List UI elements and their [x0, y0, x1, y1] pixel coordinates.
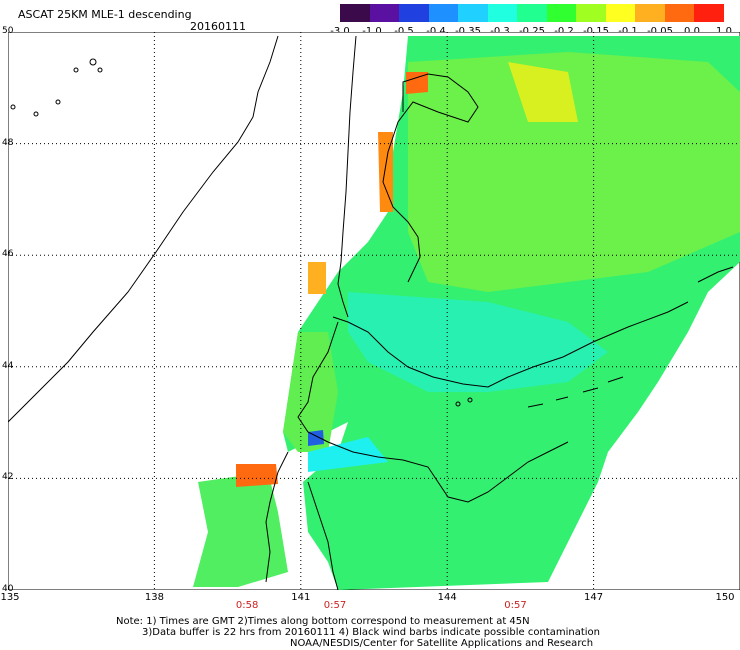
product-date: 20160111 [190, 20, 246, 33]
longitude-label: 144 [437, 592, 457, 603]
color-scale-swatch [340, 4, 370, 22]
color-scale-swatch [664, 4, 695, 22]
color-scale-swatch [399, 4, 429, 22]
product-title: ASCAT 25KM MLE-1 descending [18, 8, 192, 21]
color-scale-swatch [458, 4, 488, 22]
lat-lon-grid [8, 32, 740, 590]
color-scale-swatch [487, 4, 518, 22]
latitude-label: 48 [2, 137, 14, 148]
swath-orange-west [308, 262, 326, 294]
swath-north [408, 52, 740, 292]
swath-orange-patch-north [406, 72, 428, 94]
color-scale-swatch [635, 4, 665, 22]
color-scale-swatch [369, 4, 400, 22]
latitude-label: 50 [2, 26, 14, 36]
pass-time-label: 0:57 [323, 600, 347, 611]
color-scale-swatch [576, 4, 606, 22]
swath-orange-strip [378, 132, 393, 212]
color-scale-swatch [605, 4, 636, 22]
longitude-label: 141 [291, 592, 311, 603]
swath-cyan-patch [308, 437, 388, 472]
sakhalin-west-coast [337, 35, 357, 318]
kuril-islands [527, 266, 734, 408]
swath-blue-patch [308, 430, 324, 446]
pass-time-label: 0:57 [504, 600, 527, 611]
color-scale-swatch [428, 4, 459, 22]
latitude-label: 44 [2, 360, 14, 371]
honshu-coast [265, 451, 339, 590]
color-scale-swatch [517, 4, 547, 22]
coastlines [8, 35, 734, 590]
sakhalin-east-coast [382, 73, 479, 283]
longitude-label: 138 [144, 592, 164, 603]
longitude-label: 147 [584, 592, 604, 603]
small-islands [10, 58, 473, 407]
color-scale-swatch [694, 4, 724, 22]
color-scale-swatch [546, 4, 577, 22]
swath-yellow-north [508, 62, 578, 122]
pass-time-label: 0:58 [235, 600, 259, 611]
hokkaido-coast [297, 301, 689, 503]
latitude-label: 46 [2, 249, 14, 260]
asia-coastline [8, 35, 279, 423]
swath-map [8, 32, 740, 590]
note-line-2: 3)Data buffer is 22 hrs from 20160111 4)… [142, 627, 600, 638]
swath-orange-patch-south [236, 464, 278, 487]
longitude-label: 150 [715, 592, 735, 603]
note-line-3: NOAA/NESDIS/Center for Satellite Applica… [290, 638, 594, 649]
note-line-1: Note: 1) Times are GMT 2)Times along bot… [116, 616, 530, 627]
latitude-label: 40 [2, 584, 14, 594]
latitude-label: 42 [2, 472, 14, 483]
swath-southwest [193, 472, 288, 587]
longitude-label: 135 [0, 592, 20, 603]
color-scale-bar [340, 4, 724, 22]
